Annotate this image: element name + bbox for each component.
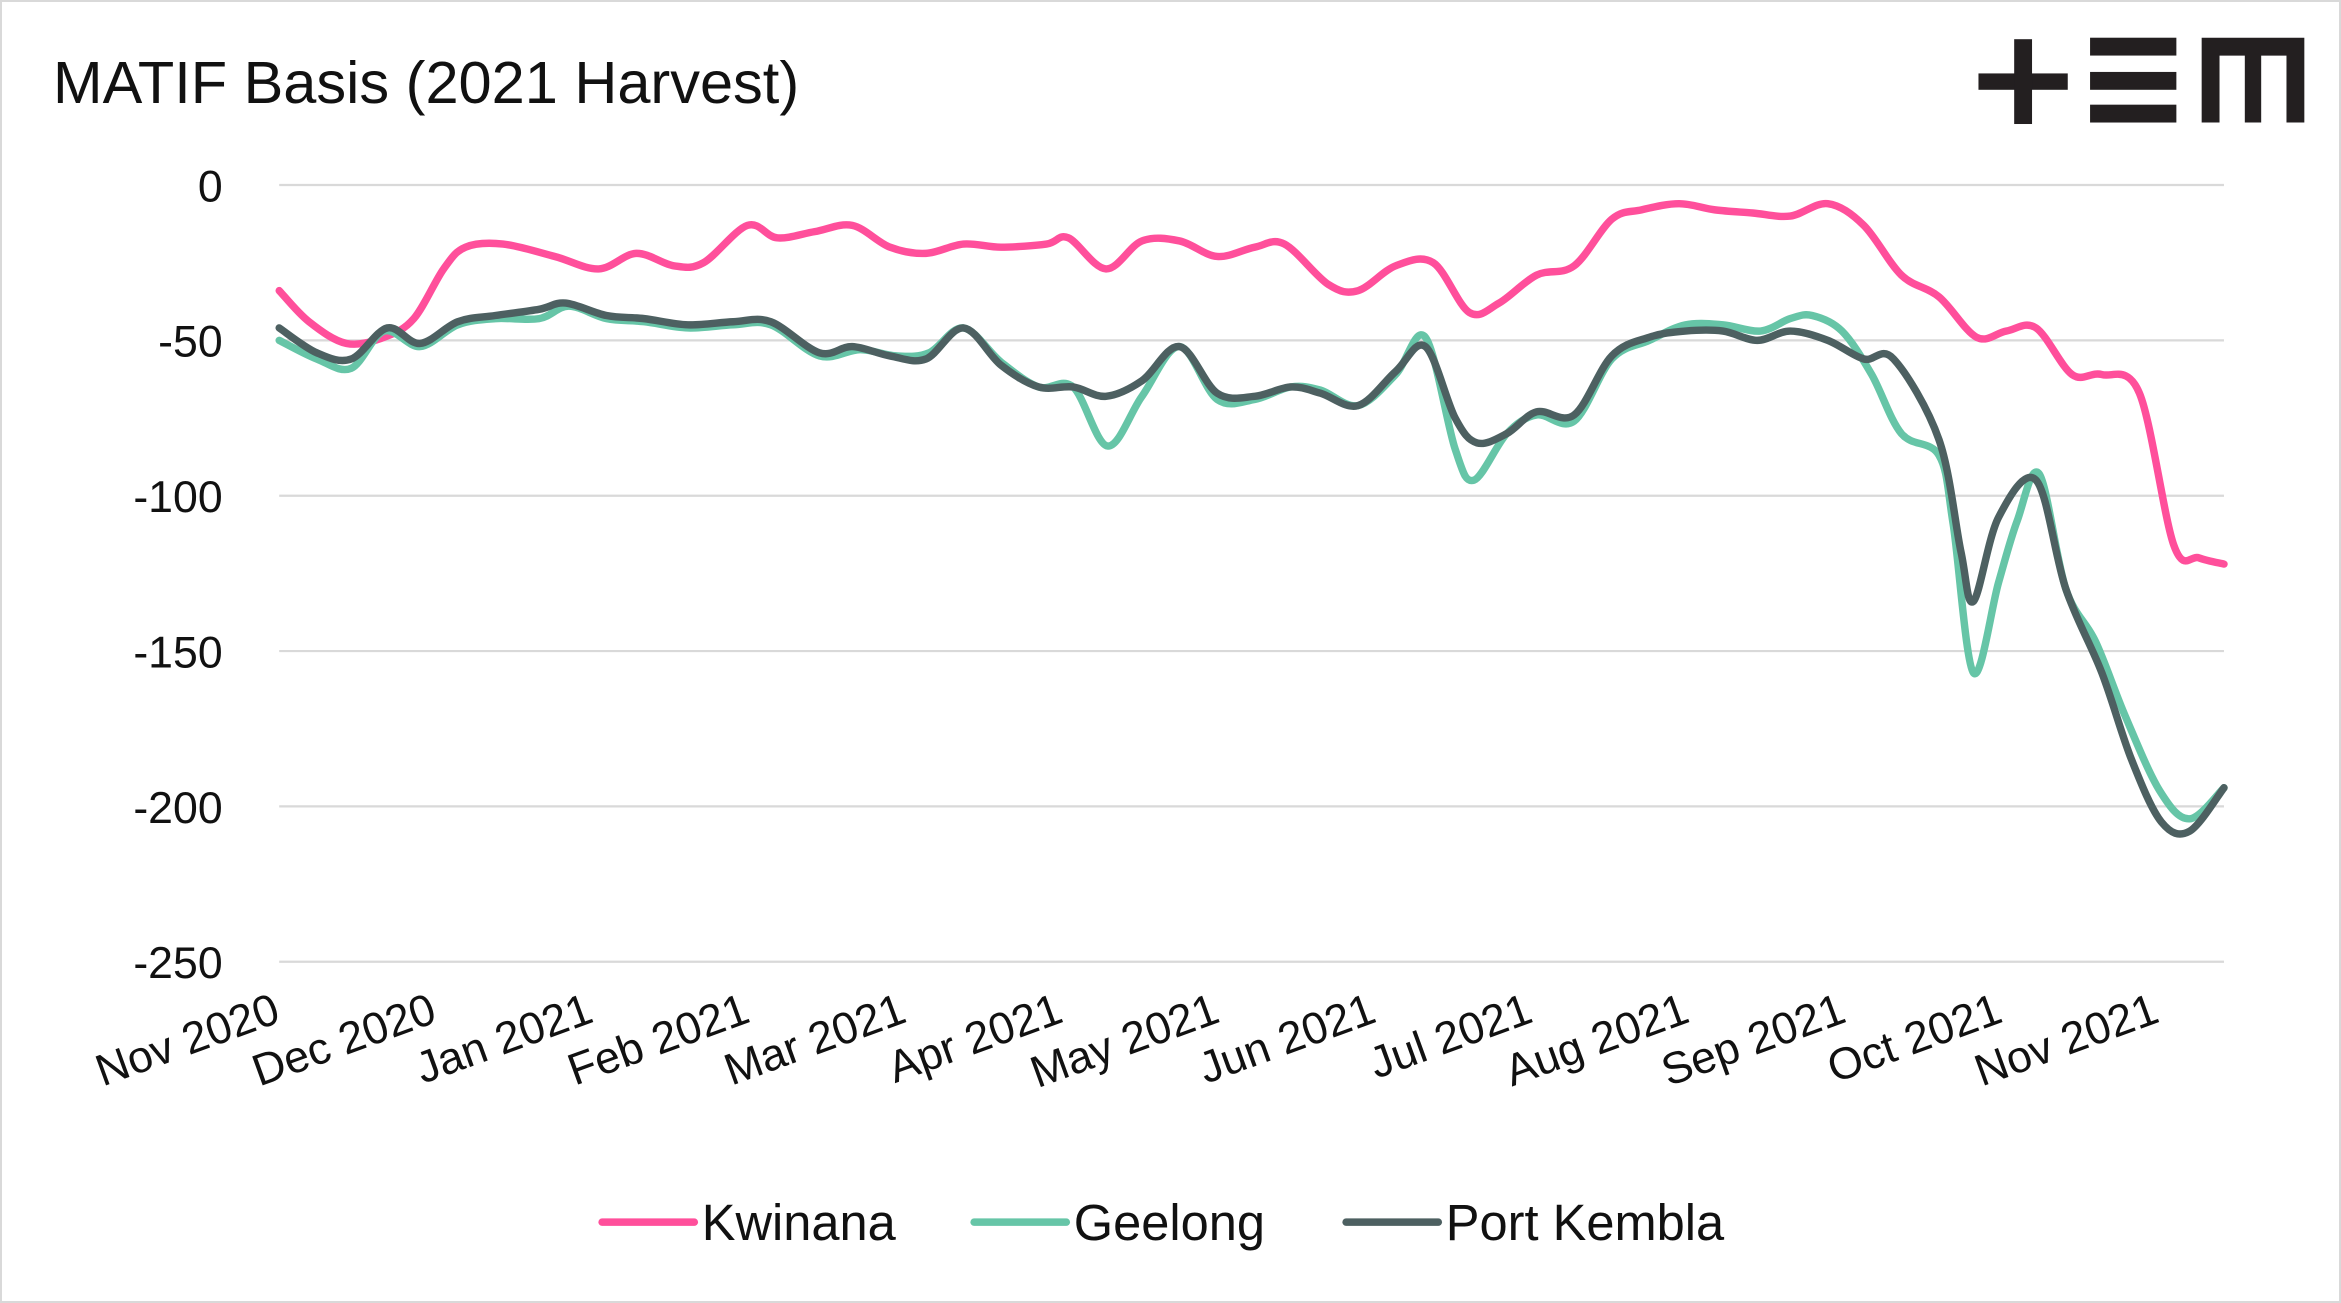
y-tick-label: -150 xyxy=(133,628,222,677)
series-line-geelong xyxy=(275,302,2228,823)
legend-label: Port Kembla xyxy=(1446,1194,1725,1251)
logo-plus-em xyxy=(1978,37,2305,125)
y-tick-label: -200 xyxy=(133,784,222,833)
gridlines xyxy=(279,183,2224,963)
legend-label: Geelong xyxy=(1074,1194,1265,1251)
series-lines xyxy=(275,199,2228,838)
legend-label: Kwinana xyxy=(702,1194,897,1251)
series-line-kwinana xyxy=(275,199,2228,568)
chart-title: MATIF Basis (2021 Harvest) xyxy=(53,49,799,116)
x-tick-label: Jan 2021 xyxy=(409,985,598,1094)
y-axis: 0 -50 -100 -150 -200 -250 xyxy=(133,162,222,988)
series-line-port-kembla xyxy=(275,299,2228,838)
y-tick-label: -50 xyxy=(158,318,223,367)
x-tick-label: Mar 2021 xyxy=(718,985,912,1096)
x-tick-label: Dec 2020 xyxy=(246,985,442,1096)
y-tick-label: -250 xyxy=(133,939,222,988)
legend: Kwinana Geelong Port Kembla xyxy=(598,1194,1725,1251)
x-tick-label: Sep 2021 xyxy=(1655,985,1851,1096)
y-tick-label: 0 xyxy=(198,162,223,211)
x-tick-label: Jun 2021 xyxy=(1192,985,1381,1094)
x-tick-label: Nov 2021 xyxy=(1968,985,2164,1096)
y-tick-label: -100 xyxy=(133,473,222,522)
x-tick-label: Feb 2021 xyxy=(561,985,755,1096)
